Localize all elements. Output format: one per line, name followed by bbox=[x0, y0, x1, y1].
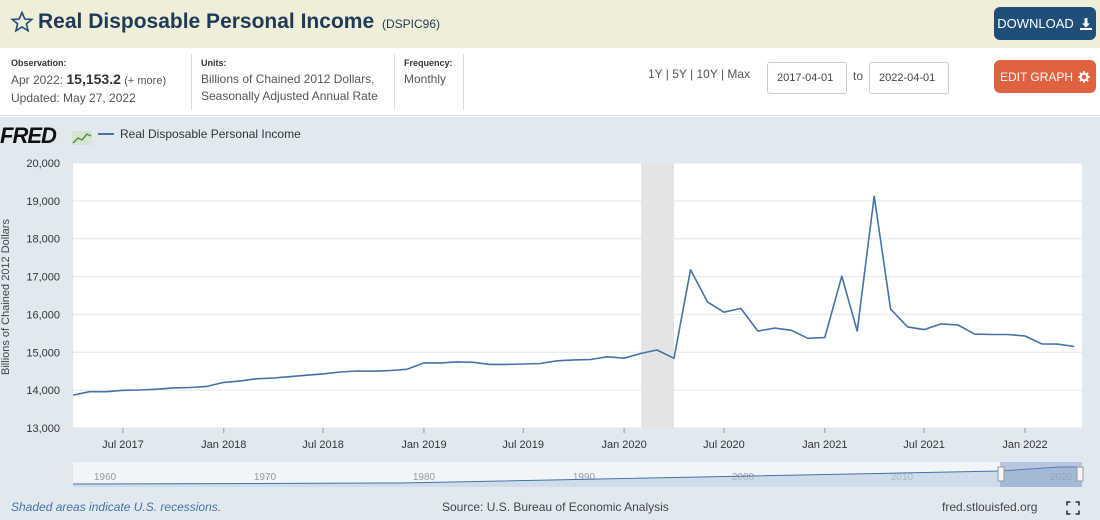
x-tick-label: Jul 2017 bbox=[102, 439, 144, 451]
download-label: DOWNLOAD bbox=[997, 16, 1074, 31]
navigator-label: 1980 bbox=[413, 472, 436, 483]
x-tick-label: Jan 2019 bbox=[401, 439, 446, 451]
download-button[interactable]: DOWNLOAD bbox=[994, 7, 1096, 40]
y-tick-label: 14,000 bbox=[26, 385, 60, 397]
observation-block: Observation: Apr 2022: 15,153.2 (+ more)… bbox=[11, 58, 166, 107]
y-tick-label: 19,000 bbox=[26, 196, 60, 208]
y-tick-label: 15,000 bbox=[26, 347, 60, 359]
navigator-area bbox=[73, 467, 1082, 487]
divider bbox=[394, 54, 395, 110]
y-tick-label: 16,000 bbox=[26, 309, 60, 321]
legend: Real Disposable Personal Income bbox=[98, 127, 301, 141]
units-line-2: Seasonally Adjusted Annual Rate bbox=[201, 89, 378, 103]
y-tick-label: 20,000 bbox=[26, 158, 60, 170]
legend-swatch bbox=[98, 133, 114, 135]
edit-graph-button[interactable]: EDIT GRAPH bbox=[994, 60, 1096, 93]
chart-svg: 13,000 14,000 15,000 16,000 17,000 18,000 19,0… bbox=[0, 158, 1084, 487]
x-tick-label: Jul 2021 bbox=[903, 439, 945, 451]
site-link[interactable]: fred.stlouisfed.org bbox=[942, 500, 1038, 514]
navigator-label: 1970 bbox=[254, 472, 277, 483]
y-tick-label: 18,000 bbox=[26, 234, 60, 246]
source-text: Source: U.S. Bureau of Economic Analysis bbox=[442, 500, 669, 514]
star-icon[interactable] bbox=[10, 10, 34, 34]
updated-text: Updated: May 27, 2022 bbox=[11, 91, 136, 105]
x-tick-label: Jan 2018 bbox=[201, 439, 246, 451]
range-links[interactable]: 1Y | 5Y | 10Y | Max bbox=[648, 67, 751, 81]
navigator-right-handle[interactable] bbox=[1076, 466, 1084, 482]
start-date-input[interactable]: 2017-04-01 bbox=[767, 62, 847, 94]
page-title-text: Real Disposable Personal Income bbox=[38, 10, 375, 33]
x-tick-label: Jan 2022 bbox=[1002, 439, 1047, 451]
observation-value: 15,153.2 bbox=[66, 71, 121, 87]
series-id: (DSPIC96) bbox=[381, 17, 440, 31]
observation-more-link[interactable]: (+ more) bbox=[124, 75, 167, 87]
y-tick-label: 13,000 bbox=[26, 423, 60, 435]
plot-background bbox=[73, 163, 1082, 428]
recession-shade bbox=[641, 163, 675, 428]
x-tick-label: Jul 2018 bbox=[302, 439, 344, 451]
observation-date: Apr 2022: bbox=[11, 73, 64, 87]
x-tick-label: Jul 2019 bbox=[502, 439, 544, 451]
frequency-label: Frequency: bbox=[404, 58, 453, 68]
x-tick-label: Jan 2021 bbox=[802, 439, 847, 451]
chart-area: FRED Real Disposable Personal Income 13,… bbox=[0, 117, 1100, 520]
navigator-selection[interactable] bbox=[1000, 462, 1082, 487]
x-tick-label: Jul 2020 bbox=[703, 439, 745, 451]
navigator-line bbox=[72, 466, 1082, 485]
navigator-label: 1990 bbox=[573, 472, 596, 483]
frequency-block: Frequency: Monthly bbox=[404, 58, 453, 88]
x-tick-label: Jan 2020 bbox=[601, 439, 646, 451]
download-icon bbox=[1079, 17, 1092, 30]
y-tick-label: 17,000 bbox=[26, 272, 60, 284]
divider bbox=[463, 54, 464, 110]
to-label: to bbox=[853, 69, 864, 83]
fullscreen-icon[interactable] bbox=[1066, 501, 1080, 515]
series-line bbox=[72, 195, 1075, 396]
recession-note: Shaded areas indicate U.S. recessions. bbox=[11, 500, 222, 514]
observation-label: Observation: bbox=[11, 58, 67, 68]
navigator-label: 1960 bbox=[94, 472, 117, 483]
navigator-left-handle[interactable] bbox=[997, 466, 1005, 482]
navigator[interactable]: 1960197019801990200020102020 bbox=[72, 462, 1084, 487]
legend-label: Real Disposable Personal Income bbox=[120, 127, 301, 141]
divider bbox=[191, 54, 192, 110]
fred-logo: FRED bbox=[0, 123, 57, 148]
gear-icon bbox=[1078, 70, 1090, 83]
title-bar: Real Disposable Personal Income (DSPIC96… bbox=[0, 0, 1100, 48]
page-title: Real Disposable Personal Income (DSPIC96… bbox=[38, 10, 440, 34]
y-axis-title: Billions of Chained 2012 Dollars bbox=[0, 219, 12, 375]
units-label: Units: bbox=[201, 58, 227, 68]
edit-graph-label: EDIT GRAPH bbox=[999, 69, 1074, 84]
info-bar: Observation: Apr 2022: 15,153.2 (+ more)… bbox=[0, 48, 1100, 116]
fred-chart-icon bbox=[72, 131, 92, 145]
observation-line: Apr 2022: 15,153.2 (+ more) bbox=[11, 71, 166, 90]
units-block: Units: Billions of Chained 2012 Dollars,… bbox=[201, 58, 378, 105]
units-line-1: Billions of Chained 2012 Dollars, bbox=[201, 72, 375, 86]
end-date-input[interactable]: 2022-04-01 bbox=[869, 62, 949, 94]
frequency-value: Monthly bbox=[404, 72, 447, 86]
